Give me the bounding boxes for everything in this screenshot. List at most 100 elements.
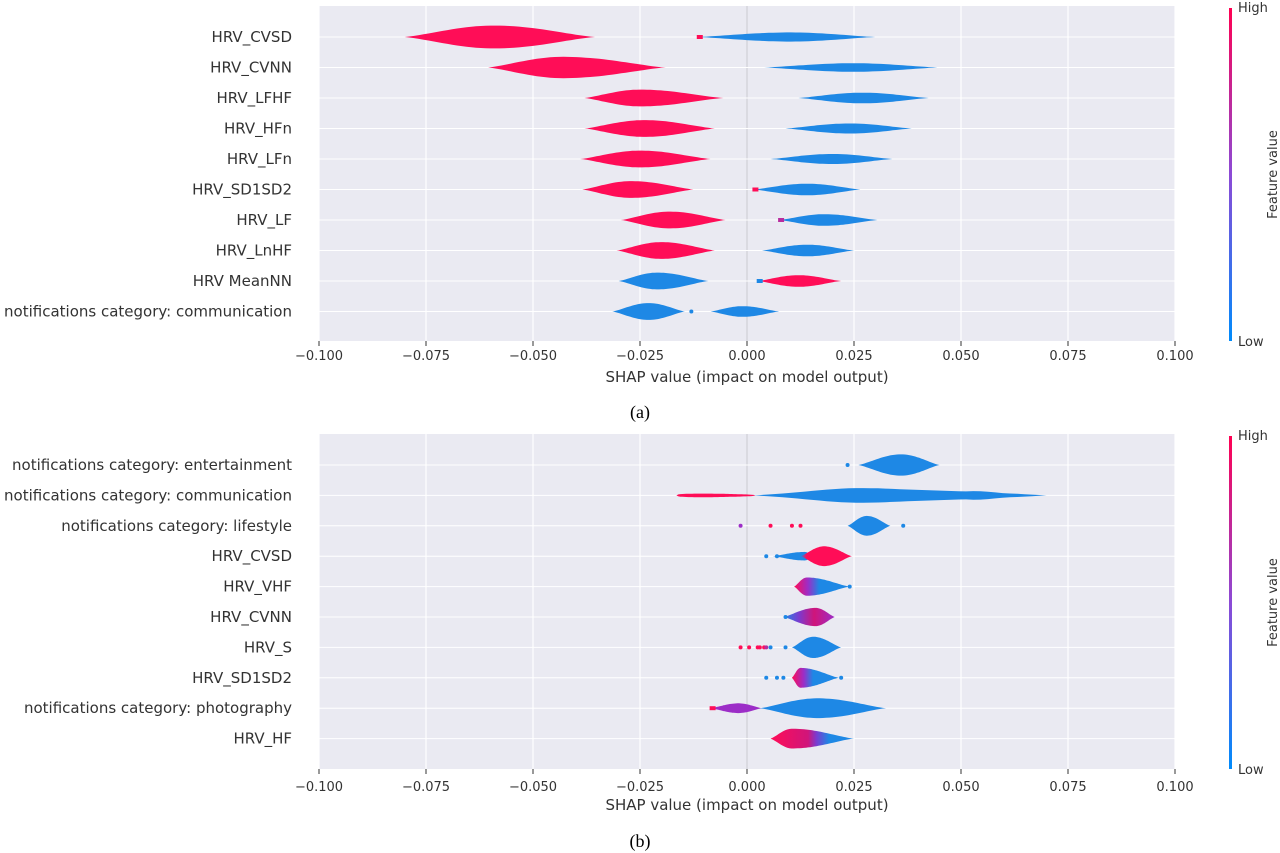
outlier-dot (757, 645, 762, 650)
colorbar-high-label: High (1238, 1, 1268, 16)
feature-label: HRV_SD1SD2 (192, 181, 292, 200)
outlier-dot (689, 309, 694, 314)
colorbar-title: Feature value (1266, 558, 1280, 647)
violin-shape (783, 607, 835, 627)
colorbar (1229, 8, 1232, 341)
violin-tip (778, 218, 785, 222)
x-tick-label: 0.000 (728, 349, 765, 364)
figure-caption: (a) (630, 402, 650, 423)
shap-chart-a: HRV_CVSD HRV_CVNN HRV_LFHF HRV_HFn HRV_LFn HR… (4, 1, 1280, 423)
x-tick-label: −0.075 (402, 349, 450, 364)
x-tick-label: 0.100 (1156, 780, 1193, 795)
feature-label: HRV_CVSD (212, 547, 292, 566)
x-tick-label: 0.075 (1049, 349, 1086, 364)
violin-shape (404, 25, 596, 49)
violin-shape (612, 303, 685, 320)
feature-label: HRV_CVSD (212, 28, 292, 47)
outlier-dot (764, 645, 769, 650)
violin-shape (584, 89, 724, 107)
feature-label: HRV_SD1SD2 (192, 669, 292, 688)
outlier-dot (768, 523, 773, 528)
x-tick-label: −0.050 (509, 780, 557, 795)
violin-tip (752, 187, 759, 192)
feature-label: HRV_S (244, 638, 292, 657)
violin-shape (759, 698, 887, 719)
x-tick-label: 0.050 (942, 349, 979, 364)
feature-label: notifications category: communication (4, 486, 292, 504)
outlier-dot (738, 523, 743, 528)
shap-chart-b: notifications category: entertainment not… (4, 429, 1280, 852)
outlier-dot (845, 463, 850, 467)
figure-caption: (b) (630, 831, 651, 852)
outlier-dot (768, 645, 773, 650)
outlier-dot (738, 645, 743, 650)
violin-shape (618, 272, 709, 290)
violin-shape (488, 56, 666, 79)
feature-label: HRV_HF (233, 730, 292, 749)
outlier-dot (847, 584, 852, 589)
outlier-dot (774, 554, 779, 559)
feature-label: HRV_LF (236, 211, 292, 230)
violin-shape (762, 244, 854, 257)
feature-label: notifications category: entertainment (12, 456, 292, 474)
feature-label: HRV_CVNN (210, 59, 292, 78)
violin-shape (697, 32, 876, 42)
outlier-dot (839, 675, 844, 680)
x-tick-label: 0.075 (1049, 780, 1086, 795)
x-tick-label: 0.050 (942, 780, 979, 795)
violin-shape (764, 63, 938, 72)
violin-shape (858, 454, 940, 476)
x-tick-label: 0.025 (835, 780, 872, 795)
feature-label: notifications category: photography (24, 699, 292, 717)
outlier-dot (798, 523, 803, 528)
colorbar-title: Feature value (1266, 130, 1280, 219)
violin-tip (709, 706, 716, 711)
x-tick-label: −0.025 (616, 780, 664, 795)
x-tick-label: −0.050 (509, 349, 557, 364)
violin-shape (710, 306, 780, 317)
x-tick-label: −0.100 (295, 780, 343, 795)
outlier-dot (783, 645, 788, 650)
x-tick-label: −0.025 (616, 349, 664, 364)
outlier-dot (774, 675, 779, 680)
violin-shape (779, 214, 878, 226)
colorbar (1229, 436, 1232, 769)
violin-shape (753, 488, 1047, 503)
feature-label: notifications category: lifestyle (61, 517, 292, 535)
violin-shape (772, 551, 814, 561)
violin-shape (582, 181, 694, 198)
violin-shape (620, 211, 726, 229)
feature-label: HRV_HFn (224, 120, 292, 139)
outlier-dot (783, 615, 788, 619)
violin-tip (696, 35, 703, 39)
outlier-dot (764, 675, 769, 680)
x-tick-label: 0.100 (1156, 349, 1193, 364)
outlier-dot (901, 523, 906, 528)
violin-shape (794, 577, 850, 596)
outlier-dot (789, 523, 794, 528)
x-tick-label: −0.100 (295, 349, 343, 364)
violin-shape (791, 636, 842, 658)
violin-shape (757, 275, 842, 287)
feature-label: HRV_VHF (223, 578, 292, 597)
violin-shape (847, 515, 891, 536)
feature-label: notifications category: communication (4, 303, 292, 321)
colorbar-high-label: High (1238, 429, 1268, 444)
x-tick-label: 0.025 (835, 349, 872, 364)
violin-shape (584, 120, 715, 137)
feature-label: HRV_LFHF (216, 89, 292, 108)
violin-shape (791, 667, 839, 688)
violin-shape (753, 183, 861, 196)
feature-label: HRV MeanNN (193, 272, 292, 290)
x-axis-label: SHAP value (impact on model output) (605, 796, 888, 814)
x-tick-label: −0.075 (402, 780, 450, 795)
violin-shape (798, 92, 929, 104)
outlier-dot (764, 554, 769, 559)
violin-shape (676, 493, 756, 498)
violin-shape (800, 546, 852, 567)
x-tick-label: 0.000 (728, 780, 765, 795)
feature-label: HRV_CVNN (210, 608, 292, 627)
violin-shape (785, 123, 912, 134)
violin-shape (770, 728, 854, 749)
